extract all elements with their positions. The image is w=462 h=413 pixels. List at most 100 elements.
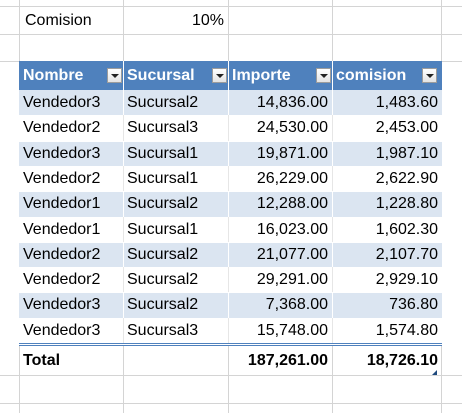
- column-divider: [123, 141, 124, 167]
- table-row: [19, 292, 442, 318]
- cell-nombre[interactable]: Vendedor1: [23, 221, 101, 238]
- cell-nombre[interactable]: Vendedor2: [23, 119, 101, 136]
- cell-comision[interactable]: 2,622.90: [375, 170, 438, 187]
- total-comision[interactable]: 18,726.10: [366, 352, 438, 369]
- header-sucursal-label: Sucursal: [127, 67, 195, 84]
- table-row: [19, 267, 442, 293]
- header-divider: [123, 61, 124, 90]
- header-divider: [332, 61, 333, 90]
- cell-comision[interactable]: 1,574.80: [375, 322, 438, 339]
- filter-dropdown-icon[interactable]: [316, 68, 331, 83]
- cell-importe[interactable]: 19,871.00: [256, 145, 328, 162]
- column-divider: [123, 292, 124, 318]
- comision-rate-value[interactable]: 10%: [191, 12, 224, 29]
- cell-importe[interactable]: 15,748.00: [256, 322, 328, 339]
- cell-nombre[interactable]: Vendedor3: [23, 322, 101, 339]
- table-row: [19, 191, 442, 217]
- column-divider: [123, 166, 124, 192]
- cell-importe[interactable]: 21,077.00: [256, 246, 328, 263]
- column-divider: [123, 242, 124, 268]
- cell-sucursal[interactable]: Sucursal3: [127, 322, 199, 339]
- cell-sucursal[interactable]: Sucursal1: [127, 221, 199, 238]
- header-comision[interactable]: comision: [332, 61, 442, 90]
- cell-sucursal[interactable]: Sucursal1: [127, 145, 199, 162]
- cell-nombre[interactable]: Vendedor1: [23, 195, 101, 212]
- filter-dropdown-icon[interactable]: [422, 68, 437, 83]
- total-row-border: [19, 343, 442, 346]
- cell-comision[interactable]: 736.80: [389, 296, 438, 313]
- column-divider: [228, 267, 229, 293]
- table-resize-handle-icon[interactable]: [432, 370, 437, 375]
- column-divider: [228, 242, 229, 268]
- column-divider: [228, 166, 229, 192]
- table-row: [19, 318, 442, 344]
- header-sucursal[interactable]: Sucursal: [123, 61, 228, 90]
- column-divider: [332, 90, 333, 116]
- cell-sucursal[interactable]: Sucursal2: [127, 246, 199, 263]
- total-sucursal-cell[interactable]: [123, 347, 228, 375]
- cell-comision[interactable]: 2,453.00: [375, 119, 438, 136]
- cell-nombre[interactable]: Vendedor3: [23, 94, 101, 111]
- cell-sucursal[interactable]: Sucursal2: [127, 296, 199, 313]
- column-divider: [123, 90, 124, 116]
- column-divider: [123, 318, 124, 344]
- filter-dropdown-icon[interactable]: [107, 68, 122, 83]
- header-importe[interactable]: Importe: [228, 61, 332, 90]
- cell-nombre[interactable]: Vendedor3: [23, 296, 101, 313]
- column-divider: [123, 115, 124, 141]
- filter-dropdown-icon[interactable]: [212, 68, 227, 83]
- column-divider: [228, 90, 229, 116]
- cell-sucursal[interactable]: Sucursal1: [127, 170, 199, 187]
- grid-line: [0, 403, 462, 404]
- cell-sucursal[interactable]: Sucursal2: [127, 94, 199, 111]
- cell-importe[interactable]: 14,836.00: [256, 94, 328, 111]
- cell-comision[interactable]: 1,987.10: [375, 145, 438, 162]
- total-label[interactable]: Total: [23, 352, 61, 369]
- column-divider: [332, 292, 333, 318]
- table-row: [19, 115, 442, 141]
- column-divider: [228, 292, 229, 318]
- table-row: [19, 166, 442, 192]
- grid-line: [0, 6, 462, 7]
- column-divider: [228, 318, 229, 344]
- cell-comision[interactable]: 2,929.10: [375, 271, 438, 288]
- cell-sucursal[interactable]: Sucursal3: [127, 119, 199, 136]
- column-divider: [332, 318, 333, 344]
- cell-importe[interactable]: 7,368.00: [265, 296, 328, 313]
- column-divider: [332, 217, 333, 243]
- cell-importe[interactable]: 16,023.00: [256, 221, 328, 238]
- cell-nombre[interactable]: Vendedor3: [23, 145, 101, 162]
- cell-importe[interactable]: 24,530.00: [256, 119, 328, 136]
- cell-comision[interactable]: 1,483.60: [375, 94, 438, 111]
- column-divider: [123, 267, 124, 293]
- header-nombre[interactable]: Nombre: [19, 61, 123, 90]
- column-divider: [332, 115, 333, 141]
- cell-sucursal[interactable]: Sucursal2: [127, 195, 199, 212]
- column-divider: [123, 191, 124, 217]
- cell-importe[interactable]: 26,229.00: [256, 170, 328, 187]
- total-importe[interactable]: 187,261.00: [247, 352, 328, 369]
- table-row: [19, 242, 442, 268]
- cell-nombre[interactable]: Vendedor2: [23, 170, 101, 187]
- column-divider: [228, 115, 229, 141]
- cell-comision[interactable]: 2,107.70: [375, 246, 438, 263]
- cell-importe[interactable]: 29,291.00: [256, 271, 328, 288]
- column-divider: [228, 191, 229, 217]
- header-nombre-label: Nombre: [23, 67, 84, 84]
- header-comision-label: comision: [336, 67, 407, 84]
- cell-comision[interactable]: 1,602.30: [375, 221, 438, 238]
- column-divider: [332, 267, 333, 293]
- cell-nombre[interactable]: Vendedor2: [23, 246, 101, 263]
- cell-importe[interactable]: 12,288.00: [256, 195, 328, 212]
- cell-nombre[interactable]: Vendedor2: [23, 271, 101, 288]
- table-row: [19, 217, 442, 243]
- grid-line: [0, 375, 462, 376]
- column-divider: [332, 166, 333, 192]
- grid-line: [0, 34, 462, 35]
- cell-sucursal[interactable]: Sucursal2: [127, 271, 199, 288]
- header-divider: [228, 61, 229, 90]
- cell-comision[interactable]: 1,228.80: [375, 195, 438, 212]
- comision-label[interactable]: Comision: [25, 12, 92, 29]
- column-divider: [123, 217, 124, 243]
